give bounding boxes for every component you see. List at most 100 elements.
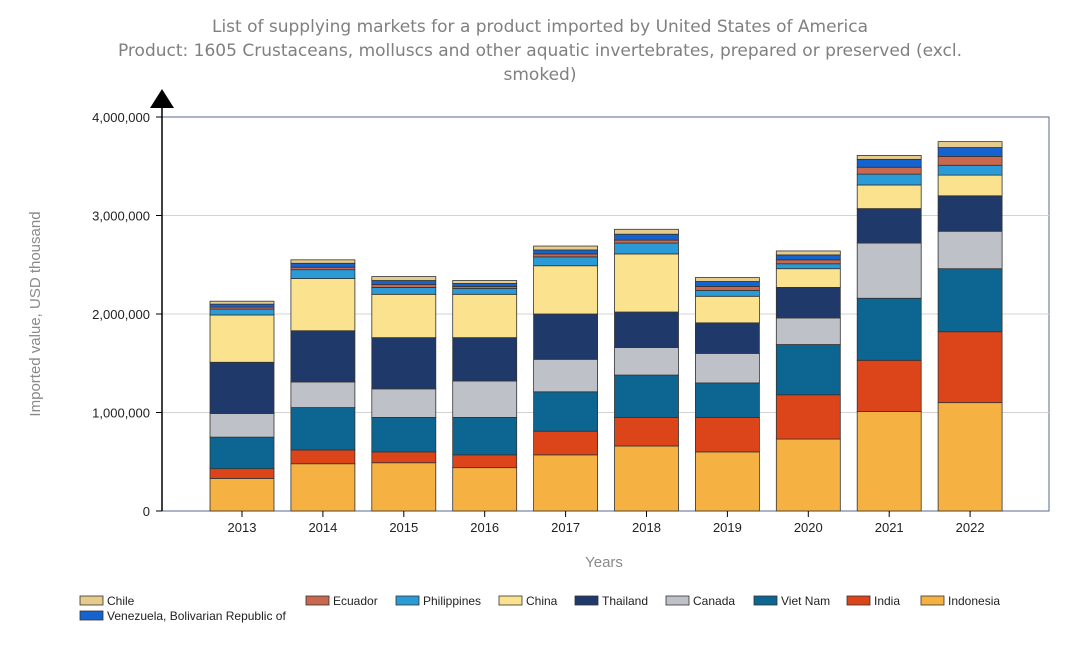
y-tick-label: 2,000,000 [92,307,150,322]
legend-item: Canada [665,594,735,608]
bar-segment [695,451,760,512]
bar-segment [533,454,598,512]
bar-segment [371,287,437,295]
legend-swatch [753,595,778,606]
bar-segment [775,394,841,440]
bar-segment [209,308,275,316]
bar-segment [371,280,437,285]
bar-stack-2015 [371,276,437,512]
x-tick-label: 2018 [632,520,661,535]
legend-label: Indonesia [948,594,1000,608]
legend-item: Indonesia [920,594,1000,608]
bar-segment [290,407,356,451]
bar-segment [452,417,518,456]
y-tick-label: 0 [143,504,150,519]
bar-segment [937,164,1003,176]
bar-segment [695,352,760,384]
legend: Chile Ecuador Philippines China Thailand Cana… [79,594,1000,623]
bar-segment [533,430,598,456]
bar-segment [371,462,437,512]
bar-segment [452,293,518,339]
bar-segment [533,256,598,267]
bar-segment [937,402,1003,512]
x-axis: 2013 2014 2015 2016 2017 2018 2019 2020 2021 2022… [228,511,985,571]
bar-segment [209,478,275,512]
bar-segment [856,166,922,175]
bar-segment [614,233,679,241]
bar-segment [775,250,841,256]
bar-segment [452,287,518,295]
y-axis-arrow-icon [150,89,174,108]
bar-segment [775,268,841,288]
legend-item: China [498,594,558,608]
bar-segment [775,263,841,270]
legend-swatch [305,595,330,606]
bar-segment [290,381,356,408]
bar-segment [371,337,437,390]
legend-item: Chile [79,594,135,608]
bar-segment [209,300,275,305]
y-axis: 0 1,000,000 2,000,000 3,000,000 4,000,000 Im… [27,89,174,519]
legend-item: Philippines [395,594,481,608]
bar-segment [209,361,275,414]
bar-segment [695,281,760,287]
bar-segment [856,242,922,299]
x-tick-label: 2016 [470,520,499,535]
bar-segment [695,322,760,354]
bar-segment [937,155,1003,166]
legend-label: India [874,594,900,608]
legend-label: Canada [693,594,735,608]
bar-segment [290,449,356,465]
bar-segment [533,313,598,360]
plot-area [161,116,1050,512]
bar-segment [614,242,679,255]
x-tick-label: 2013 [228,520,257,535]
legend-item: Thailand [574,594,648,608]
bar-segment [371,293,437,339]
bar-segment [371,417,437,453]
bar-segment [856,158,922,168]
bar-stack-2020 [775,250,841,512]
bar-stack-2016 [452,280,518,512]
bar-series [209,141,1003,512]
bar-segment [614,228,679,235]
bar-segment [209,413,275,438]
legend-swatch [665,595,690,606]
y-tick-label: 1,000,000 [92,406,150,421]
bar-segment [533,265,598,315]
y-axis-label: Imported value, USD thousand [27,211,44,416]
legend-label: Ecuador [333,594,378,608]
legend-label: Chile [107,594,135,608]
legend-item: Ecuador [305,594,378,608]
bar-segment [290,330,356,383]
legend-swatch [846,595,871,606]
legend-label: Thailand [602,594,648,608]
y-tick-label: 3,000,000 [92,209,150,224]
bar-segment [775,259,841,265]
bar-segment [937,331,1003,404]
bar-segment [695,417,760,453]
legend-item: India [846,594,900,608]
x-tick-label: 2021 [875,520,904,535]
bar-segment [937,174,1003,197]
bar-stack-2017 [533,245,598,512]
bar-segment [856,297,922,361]
x-ticks: 2013 2014 2015 2016 2017 2018 2019 2020 2021 2022 [228,511,985,535]
x-tick-label: 2017 [551,520,580,535]
bar-segment [290,278,356,332]
bar-segment [533,358,598,393]
bar-segment [775,254,841,261]
bar-segment [290,259,356,264]
bar-stack-2013 [209,300,275,512]
bar-segment [695,286,760,291]
bar-segment [209,303,275,308]
y-ticks: 0 1,000,000 2,000,000 3,000,000 4,000,000 [92,110,162,519]
bar-segment [533,253,598,258]
bar-segment [452,454,518,469]
bar-segment [937,230,1003,270]
bar-segment [695,382,760,418]
bar-segment [856,359,922,412]
bar-stack-2014 [290,259,356,512]
bar-segment [856,184,922,210]
